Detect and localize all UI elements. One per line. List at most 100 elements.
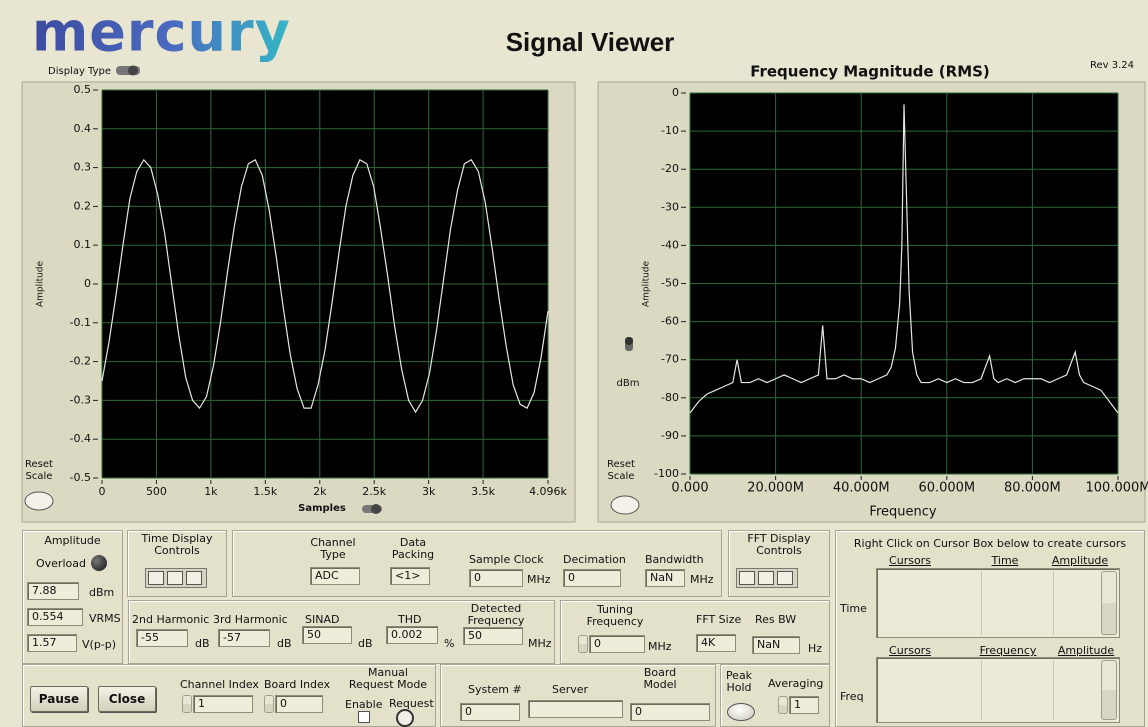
field-label: Channel Index bbox=[180, 678, 259, 691]
y-tick-label: 0 bbox=[84, 277, 91, 290]
tool-button[interactable] bbox=[167, 571, 183, 585]
y-axis-label: Amplitude bbox=[642, 260, 652, 307]
logo: mercury bbox=[32, 1, 291, 64]
x-tick-label: 4.096k bbox=[529, 485, 567, 498]
decimation: 0 bbox=[563, 569, 621, 587]
spinner[interactable] bbox=[182, 695, 192, 713]
y-tick-label: -30 bbox=[661, 200, 679, 213]
cursor-list[interactable] bbox=[876, 568, 1120, 638]
spinner[interactable] bbox=[264, 695, 274, 713]
column-header: Amplitude bbox=[1051, 554, 1109, 567]
vrms-value: 0.554 bbox=[27, 608, 83, 626]
y-tick-label: -0.2 bbox=[70, 355, 91, 368]
x-tick-label: 20.000M bbox=[747, 481, 804, 496]
fft-size: 4K bbox=[696, 634, 736, 652]
unit: Hz bbox=[808, 642, 823, 655]
averaging: 1 bbox=[789, 696, 819, 714]
x-tick-label: 0.000 bbox=[671, 481, 708, 496]
column-header: Cursors bbox=[889, 644, 931, 657]
field-label: Board Model bbox=[643, 666, 677, 691]
unit: dB bbox=[195, 637, 210, 650]
y-tick-label: -0.5 bbox=[70, 471, 91, 484]
y-axis-label: Amplitude bbox=[36, 260, 46, 307]
spinner[interactable] bbox=[778, 696, 788, 714]
y-tick-label: -10 bbox=[661, 124, 679, 137]
scrollbar[interactable] bbox=[1101, 571, 1117, 635]
x-tick-label: 60.000M bbox=[918, 481, 975, 496]
field-label: THD bbox=[398, 613, 422, 626]
cursor-hint: Right Click on Cursor Box below to creat… bbox=[853, 537, 1127, 550]
scrollbar[interactable] bbox=[1101, 660, 1117, 720]
x-tick-label: 3.5k bbox=[471, 485, 495, 498]
y-tick-label: 0.5 bbox=[74, 83, 92, 96]
column-header: Cursors bbox=[889, 554, 931, 567]
x-tick-label: 500 bbox=[146, 485, 167, 498]
chart-title: Frequency Magnitude (RMS) bbox=[750, 63, 990, 81]
channel-index: 1 bbox=[193, 695, 253, 713]
signal-line bbox=[689, 104, 1119, 414]
reset-scale-button[interactable] bbox=[24, 491, 54, 511]
y-tick-label: -90 bbox=[661, 429, 679, 442]
y-tick-label: -0.3 bbox=[70, 393, 91, 406]
overload-label: Overload bbox=[36, 557, 86, 570]
reset-scale-label: Reset Scale bbox=[25, 459, 53, 482]
x-tick-label: 1k bbox=[204, 485, 218, 498]
pause-button[interactable]: Pause bbox=[30, 686, 88, 712]
tool-button[interactable] bbox=[739, 571, 755, 585]
toggle-knob bbox=[128, 65, 138, 76]
bandwidth: NaN bbox=[645, 569, 685, 587]
reset-scale-button[interactable] bbox=[610, 495, 640, 515]
x-tick-label: 0 bbox=[99, 485, 106, 498]
field-label: Channel Type bbox=[310, 536, 356, 561]
tool-button[interactable] bbox=[758, 571, 774, 585]
panel-title: Amplitude bbox=[44, 534, 101, 547]
tool-button[interactable] bbox=[148, 571, 164, 585]
toggle-knob bbox=[625, 337, 633, 345]
board-model: 0 bbox=[630, 703, 710, 721]
unit: VRMS bbox=[89, 612, 121, 625]
field-label: Peak Hold bbox=[725, 669, 753, 694]
peak-hold-toggle[interactable] bbox=[727, 703, 755, 721]
field-label: Bandwidth bbox=[645, 553, 704, 566]
spinner[interactable] bbox=[578, 635, 588, 653]
h2-value: -55 bbox=[136, 629, 188, 647]
thd-value: 0.002 bbox=[386, 626, 438, 644]
y-tick-label: -40 bbox=[661, 238, 679, 251]
field-label: Averaging bbox=[768, 677, 824, 690]
reset-scale-label: Reset Scale bbox=[607, 459, 635, 482]
cursor-list[interactable] bbox=[876, 657, 1120, 723]
row-label: Time bbox=[840, 602, 867, 615]
column-header: Amplitude bbox=[1057, 644, 1115, 657]
tool-palette[interactable] bbox=[145, 568, 207, 588]
field-label: 2nd Harmonic bbox=[132, 613, 210, 626]
field-label: Enable bbox=[345, 698, 383, 711]
overload-led bbox=[91, 555, 107, 571]
y-tick-label: 0 bbox=[672, 86, 679, 99]
panel-title: FFT Display Controls bbox=[747, 532, 811, 557]
unit: MHz bbox=[648, 640, 672, 653]
request-button[interactable] bbox=[396, 709, 414, 727]
x-axis-label: Frequency bbox=[869, 505, 936, 520]
y-tick-label: -60 bbox=[661, 315, 679, 328]
x-tick-label: 2k bbox=[313, 485, 327, 498]
unit: % bbox=[444, 637, 455, 650]
tool-button[interactable] bbox=[186, 571, 202, 585]
close-button[interactable]: Close bbox=[98, 686, 156, 712]
dbm-value: 7.88 bbox=[27, 582, 79, 600]
tool-button[interactable] bbox=[777, 571, 793, 585]
unit: dB bbox=[358, 637, 373, 650]
unit: MHz bbox=[528, 637, 552, 650]
x-tick-label: 80.000M bbox=[1004, 481, 1061, 496]
row-label: Freq bbox=[840, 690, 864, 703]
data-packing: <1> bbox=[390, 567, 430, 585]
tool-palette[interactable] bbox=[736, 568, 798, 588]
field-label: Res BW bbox=[755, 613, 797, 626]
field-label: Tuning Frequency bbox=[586, 603, 644, 628]
system-number: 0 bbox=[460, 703, 520, 721]
enable-checkbox[interactable] bbox=[358, 711, 370, 723]
y-tick-label: -70 bbox=[661, 353, 679, 366]
vpp-value: 1.57 bbox=[27, 634, 77, 652]
column-header: Time bbox=[991, 554, 1019, 567]
